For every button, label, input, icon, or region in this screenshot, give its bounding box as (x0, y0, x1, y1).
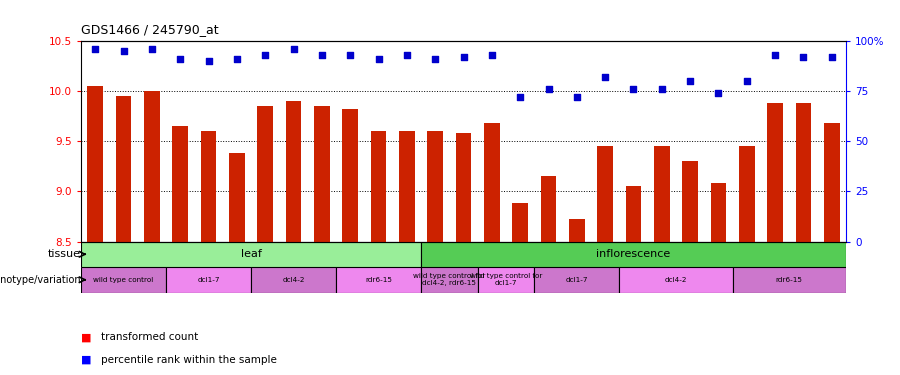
Bar (371, 131, 386, 242)
Bar (478, 267, 535, 292)
Bar (598, 146, 613, 242)
Point (541, 86, 555, 92)
Bar (144, 92, 159, 242)
Bar (336, 267, 421, 292)
Bar (682, 161, 698, 242)
Point (145, 46, 159, 52)
Bar (81, 242, 421, 267)
Point (654, 86, 669, 92)
Point (570, 94, 584, 100)
Bar (796, 104, 811, 242)
Point (484, 52, 499, 58)
Point (456, 54, 471, 60)
Bar (81, 267, 166, 292)
Bar (116, 96, 131, 242)
Text: ■: ■ (81, 355, 92, 365)
Bar (711, 183, 726, 242)
Bar (428, 131, 443, 242)
Point (768, 52, 782, 58)
Point (796, 54, 811, 60)
Bar (733, 267, 846, 292)
Point (372, 56, 386, 62)
Bar (166, 267, 251, 292)
Point (230, 56, 244, 62)
Point (88, 46, 103, 52)
Point (202, 58, 216, 64)
Text: dcl4-2: dcl4-2 (665, 277, 688, 283)
Bar (87, 86, 103, 242)
Point (513, 94, 527, 100)
Text: wild type control for
dcl1-7: wild type control for dcl1-7 (470, 273, 542, 286)
Text: genotype/variation: genotype/variation (0, 275, 81, 285)
Bar (455, 134, 472, 242)
Bar (512, 204, 528, 242)
Bar (421, 242, 846, 267)
Bar (619, 267, 733, 292)
Bar (257, 106, 273, 242)
Text: rdr6-15: rdr6-15 (365, 277, 392, 283)
Bar (421, 267, 478, 292)
Point (400, 52, 414, 58)
Point (626, 86, 641, 92)
Text: GDS1466 / 245790_at: GDS1466 / 245790_at (81, 23, 219, 36)
Point (598, 74, 612, 80)
Text: tissue: tissue (48, 249, 81, 259)
Text: wild type control for
dcl4-2, rdr6-15: wild type control for dcl4-2, rdr6-15 (413, 273, 485, 286)
Point (286, 46, 301, 52)
Bar (201, 131, 216, 242)
Point (824, 54, 839, 60)
Text: inflorescence: inflorescence (597, 249, 670, 259)
Point (258, 52, 273, 58)
Text: dcl1-7: dcl1-7 (197, 277, 220, 283)
Bar (314, 106, 329, 242)
Text: dcl1-7: dcl1-7 (565, 277, 588, 283)
Text: dcl4-2: dcl4-2 (283, 277, 305, 283)
Text: wild type control: wild type control (94, 277, 154, 283)
Point (116, 48, 130, 54)
Bar (229, 153, 245, 242)
Point (711, 90, 725, 96)
Point (428, 56, 443, 62)
Bar (739, 146, 754, 242)
Bar (626, 186, 642, 242)
Bar (484, 123, 500, 242)
Bar (535, 267, 619, 292)
Bar (342, 110, 358, 242)
Point (343, 52, 357, 58)
Text: percentile rank within the sample: percentile rank within the sample (101, 355, 276, 365)
Text: leaf: leaf (240, 249, 261, 259)
Point (740, 78, 754, 84)
Bar (824, 123, 840, 242)
Bar (768, 104, 783, 242)
Text: transformed count: transformed count (101, 333, 198, 342)
Bar (399, 131, 415, 242)
Bar (251, 267, 336, 292)
Bar (654, 146, 670, 242)
Point (315, 52, 329, 58)
Text: ■: ■ (81, 333, 92, 342)
Bar (569, 219, 585, 242)
Bar (173, 126, 188, 242)
Bar (285, 101, 302, 242)
Text: rdr6-15: rdr6-15 (776, 277, 803, 283)
Bar (541, 176, 556, 242)
Point (683, 78, 698, 84)
Point (173, 56, 187, 62)
